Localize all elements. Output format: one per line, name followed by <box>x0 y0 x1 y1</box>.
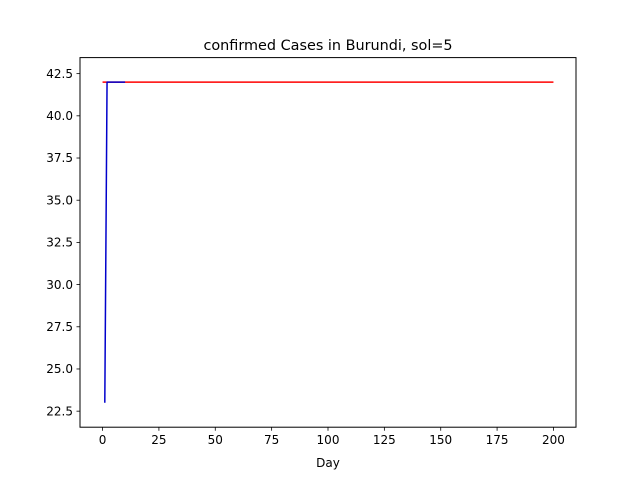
y-tick-label: 25.0 <box>46 362 73 376</box>
x-tick-label: 50 <box>208 433 223 447</box>
y-tick-label: 30.0 <box>46 278 73 292</box>
y-tick-label: 40.0 <box>46 109 73 123</box>
x-tick-label: 175 <box>486 433 509 447</box>
series-lines <box>102 81 554 403</box>
y-tick-label: 32.5 <box>46 236 73 250</box>
x-axis: 0 25 50 75 100 125 150 175 200 <box>99 427 565 447</box>
series-line-1 <box>104 81 126 403</box>
x-tick-label: 150 <box>429 433 452 447</box>
x-tick-label: 100 <box>317 433 340 447</box>
y-tick-label: 42.5 <box>46 67 73 81</box>
x-tick-label: 25 <box>151 433 166 447</box>
chart-title: confirmed Cases in Burundi, sol=5 <box>203 38 452 54</box>
y-tick-label: 27.5 <box>46 320 73 334</box>
x-tick-label: 125 <box>373 433 396 447</box>
y-tick-label: 37.5 <box>46 151 73 165</box>
y-tick-label: 22.5 <box>46 404 73 418</box>
y-axis: 22.5 25.0 27.5 30.0 32.5 35.0 37.5 40.0 42.5 <box>46 67 80 418</box>
x-tick-label: 200 <box>542 433 565 447</box>
x-tick-label: 0 <box>99 433 107 447</box>
x-tick-label: 75 <box>264 433 279 447</box>
y-tick-label: 35.0 <box>46 193 73 207</box>
x-axis-label: Day <box>316 456 340 470</box>
